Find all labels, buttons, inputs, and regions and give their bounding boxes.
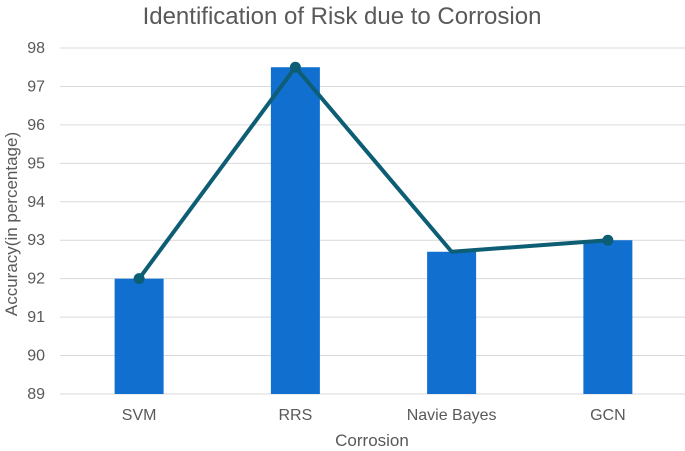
x-axis-title: Corrosion [335, 431, 409, 450]
x-tick-label: Navie Bayes [407, 407, 497, 424]
bar-rrs [270, 67, 320, 394]
y-tick-label: 96 [27, 117, 45, 134]
x-tick-label: SVM [122, 407, 157, 424]
bar-gcn [583, 240, 633, 394]
trend-point-gcn [602, 234, 614, 246]
y-tick-label: 91 [27, 309, 45, 326]
y-tick-label: 89 [27, 386, 45, 403]
trend-point-rrs [289, 61, 301, 73]
x-tick-label: GCN [590, 407, 626, 424]
gridlines [60, 47, 685, 395]
trend-line [133, 61, 614, 285]
bars [114, 67, 633, 394]
y-tick-label: 92 [27, 271, 45, 288]
trend-line-path [137, 65, 610, 281]
y-axis-tick-labels: 89 90 91 92 93 94 95 96 97 98 [27, 40, 45, 403]
y-tick-label: 93 [27, 232, 45, 249]
y-axis-title: Accuracy(in percentage) [2, 132, 21, 316]
y-tick-label: 98 [27, 40, 45, 57]
bar-svm [114, 278, 164, 394]
x-axis-tick-labels: SVM RRS Navie Bayes GCN [122, 407, 626, 424]
chart-title: Identification of Risk due to Corrosion [143, 3, 542, 30]
bar-navie-bayes [427, 251, 477, 394]
trend-point-svm [133, 273, 145, 285]
y-tick-label: 97 [27, 78, 45, 95]
x-tick-label: RRS [278, 407, 312, 424]
y-tick-label: 94 [27, 194, 45, 211]
y-tick-label: 95 [27, 155, 45, 172]
y-tick-label: 90 [27, 348, 45, 365]
